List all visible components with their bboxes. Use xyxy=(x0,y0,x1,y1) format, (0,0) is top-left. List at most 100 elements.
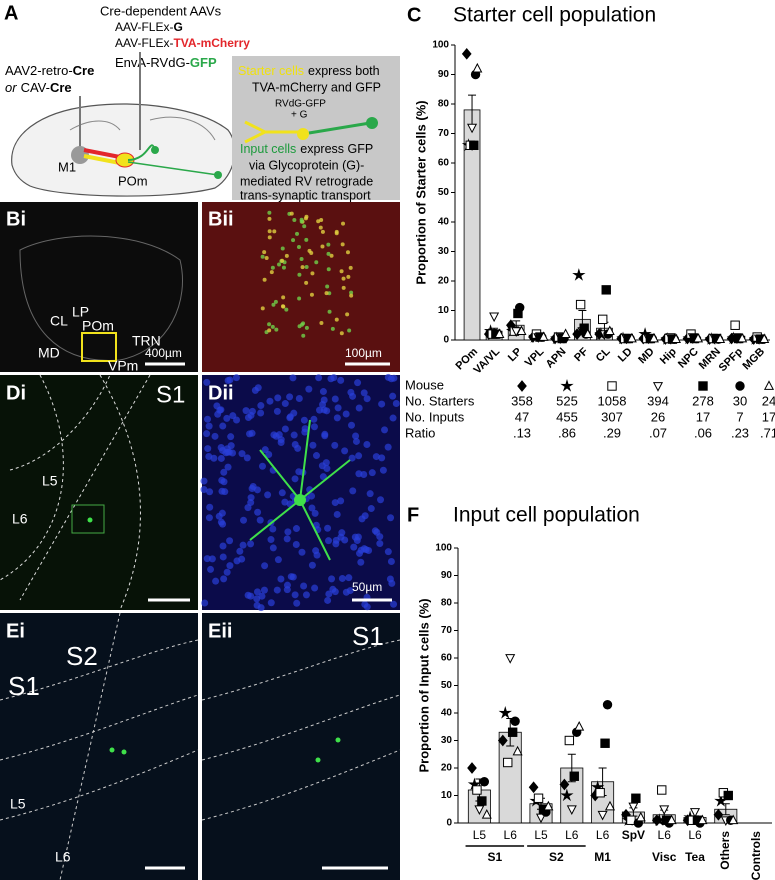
cell-dot xyxy=(303,216,308,221)
nucleus xyxy=(379,466,387,474)
nucleus xyxy=(337,497,345,505)
nucleus xyxy=(360,389,368,397)
table-cell: .29 xyxy=(603,425,621,440)
starter-text: TVA-mCherry and GFP xyxy=(252,80,381,94)
cell-dot xyxy=(291,238,296,243)
table-cell: .23 xyxy=(731,425,749,440)
nucleus xyxy=(215,512,223,520)
nucleus xyxy=(392,399,400,407)
nucleus xyxy=(341,447,349,455)
nucleus xyxy=(352,432,360,440)
point xyxy=(489,312,500,323)
point xyxy=(510,716,520,726)
nucleus xyxy=(242,407,250,415)
x-tick-label: LP xyxy=(506,346,524,364)
nucleus xyxy=(286,393,294,401)
cell-dot xyxy=(280,246,285,251)
table-cell: 30 xyxy=(733,393,747,408)
point xyxy=(479,777,490,787)
nucleus xyxy=(389,392,397,400)
nucleus xyxy=(212,577,220,585)
rv-label: + G xyxy=(291,110,308,121)
nucleus xyxy=(258,462,266,470)
cell-dot xyxy=(260,306,265,311)
region-label: S1 xyxy=(8,671,40,701)
cell-dot xyxy=(341,221,346,226)
nucleus xyxy=(301,425,309,433)
table-cell: 525 xyxy=(556,393,578,408)
table-cell: 278 xyxy=(692,393,714,408)
nucleus xyxy=(325,590,333,598)
nucleus xyxy=(223,568,231,576)
cell-dot xyxy=(309,292,314,297)
nucleus xyxy=(312,547,320,555)
nucleus xyxy=(312,452,320,460)
panel-letter: Eii xyxy=(208,620,232,642)
point xyxy=(569,771,579,781)
nucleus xyxy=(378,400,386,408)
input-icon xyxy=(366,117,378,129)
table-cell: 7 xyxy=(736,409,743,424)
nucleus xyxy=(363,395,371,403)
point xyxy=(728,814,739,825)
nucleus xyxy=(300,416,308,424)
nucleus xyxy=(387,514,395,522)
nucleus xyxy=(322,459,330,467)
cell-dot xyxy=(284,253,289,258)
cell-dot xyxy=(304,237,309,242)
input-text: mediated RV retrograde xyxy=(240,174,373,188)
x-tick-label: L6 xyxy=(658,828,672,842)
table-cell: 47 xyxy=(515,409,529,424)
y-tick-label: 10 xyxy=(441,790,453,801)
nucleus xyxy=(213,402,221,410)
y-tick-label: 60 xyxy=(438,158,450,169)
row-label: Mouse xyxy=(405,377,444,392)
nucleus xyxy=(220,575,228,583)
cell-dot xyxy=(315,757,321,763)
group-label: Visc xyxy=(652,850,677,864)
table-cell: .07 xyxy=(649,425,667,440)
region-label: S1 xyxy=(352,621,384,651)
image-bi xyxy=(0,202,198,372)
cell-dot xyxy=(299,257,304,262)
cell-dot xyxy=(339,331,344,336)
nucleus xyxy=(254,384,262,392)
layer-label: L6 xyxy=(12,511,28,527)
table-cell: 307 xyxy=(601,409,623,424)
region-label: S2 xyxy=(66,641,98,671)
point xyxy=(737,332,748,343)
region-label: TRN xyxy=(132,333,161,349)
point xyxy=(607,381,617,391)
nucleus xyxy=(311,584,319,592)
nucleus xyxy=(219,542,227,550)
nucleus xyxy=(226,562,234,570)
cell-dot xyxy=(267,235,272,240)
nucleus xyxy=(257,402,265,410)
nucleus xyxy=(292,540,300,548)
nucleus xyxy=(302,591,310,599)
nucleus xyxy=(331,395,339,403)
nucleus xyxy=(284,528,292,536)
nucleus xyxy=(308,561,316,569)
nucleus xyxy=(331,499,339,507)
point xyxy=(560,328,571,338)
nucleus xyxy=(258,592,266,600)
group-label: Tea xyxy=(685,850,705,864)
layer-label: L6 xyxy=(55,849,71,865)
row-label: Ratio xyxy=(405,425,435,440)
point xyxy=(498,706,512,719)
cell-dot xyxy=(347,328,352,333)
cell-dot xyxy=(267,229,272,234)
y-tick-label: 80 xyxy=(441,598,453,609)
image-ei xyxy=(0,613,198,880)
nucleus xyxy=(281,498,289,506)
cell-dot xyxy=(335,737,341,743)
point xyxy=(528,781,539,794)
point xyxy=(602,700,613,710)
cell-dot xyxy=(349,290,354,295)
nucleus xyxy=(388,579,396,587)
point xyxy=(503,757,513,768)
nucleus xyxy=(281,400,289,408)
table-cell: .71 xyxy=(760,425,775,440)
cell-dot xyxy=(324,291,329,296)
